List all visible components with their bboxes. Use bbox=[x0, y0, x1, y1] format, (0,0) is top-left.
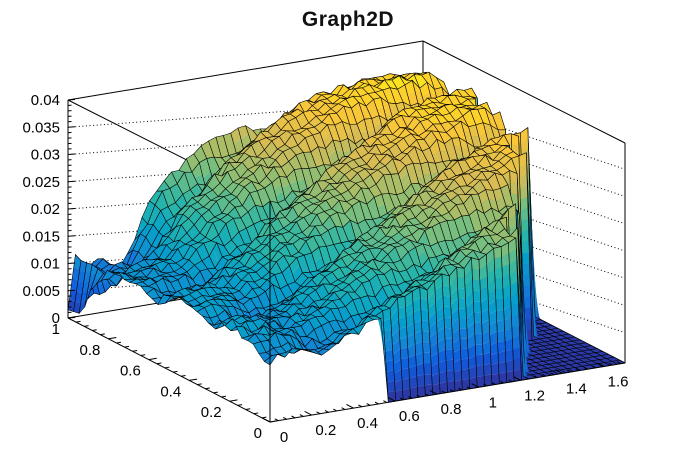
svg-text:0.8: 0.8 bbox=[80, 342, 101, 359]
svg-text:0.6: 0.6 bbox=[399, 408, 420, 425]
svg-text:0.01: 0.01 bbox=[31, 256, 60, 273]
svg-text:1.4: 1.4 bbox=[566, 380, 587, 397]
svg-text:0.02: 0.02 bbox=[31, 201, 60, 218]
svg-text:0.015: 0.015 bbox=[22, 228, 60, 245]
svg-text:1.6: 1.6 bbox=[608, 373, 629, 390]
svg-text:1.2: 1.2 bbox=[524, 387, 545, 404]
svg-text:0: 0 bbox=[254, 425, 262, 442]
plot-title: Graph2D bbox=[301, 8, 395, 31]
svg-text:0.035: 0.035 bbox=[22, 119, 60, 136]
svg-text:0.03: 0.03 bbox=[31, 147, 60, 164]
svg-text:0.4: 0.4 bbox=[160, 383, 181, 400]
svg-text:1: 1 bbox=[489, 394, 497, 411]
svg-text:0.04: 0.04 bbox=[31, 92, 60, 109]
svg-text:1: 1 bbox=[52, 321, 60, 338]
svg-text:0: 0 bbox=[280, 429, 288, 446]
svg-text:0.2: 0.2 bbox=[201, 404, 222, 421]
svg-text:0.4: 0.4 bbox=[357, 415, 378, 432]
svg-text:0: 0 bbox=[52, 310, 60, 327]
svg-text:0.2: 0.2 bbox=[315, 422, 336, 439]
svg-text:0.005: 0.005 bbox=[22, 283, 60, 300]
svg-text:0.025: 0.025 bbox=[22, 174, 60, 191]
svg-text:0.6: 0.6 bbox=[120, 363, 141, 380]
svg-text:0.8: 0.8 bbox=[441, 401, 462, 418]
